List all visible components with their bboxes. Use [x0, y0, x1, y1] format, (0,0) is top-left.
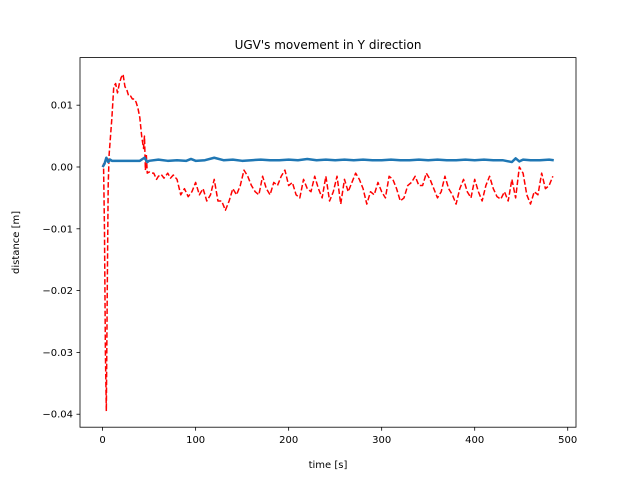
y-axis-label: distance [m]	[11, 211, 22, 274]
x-axis-label: time [s]	[309, 460, 348, 471]
chart-title: UGV's movement in Y direction	[235, 38, 422, 52]
axes-frame	[79, 57, 577, 428]
y-axis-ticks: −0.04 −0.03 −0.02 −0.01 0.00 0.01	[42, 101, 80, 421]
plot-lines	[101, 73, 554, 412]
x-tick-label: 100	[186, 435, 205, 446]
x-tick-label: 200	[279, 435, 298, 446]
y-tick-label: −0.03	[42, 348, 73, 359]
series-line-1	[101, 73, 554, 412]
y-tick-label: 0.00	[51, 162, 73, 173]
x-axis-ticks: 0 100 200 300 400 500	[99, 427, 577, 446]
y-tick-label: −0.02	[42, 286, 73, 297]
x-tick-label: 300	[372, 435, 391, 446]
y-tick-label: 0.01	[51, 101, 73, 112]
y-tick-label: −0.04	[42, 410, 73, 421]
x-tick-label: 400	[465, 435, 484, 446]
x-tick-label: 0	[99, 435, 105, 446]
x-tick-label: 500	[558, 435, 577, 446]
series-line-2	[101, 156, 554, 168]
y-tick-label: −0.01	[42, 224, 73, 235]
